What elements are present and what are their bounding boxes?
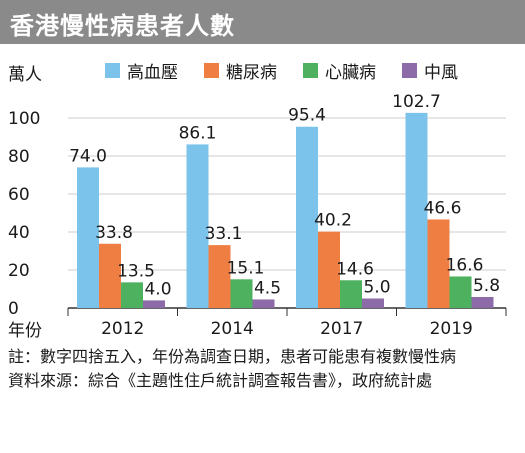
- note-key: 資料來源：: [8, 371, 89, 390]
- bar: [230, 279, 253, 308]
- note-key: 註：: [8, 347, 41, 366]
- note-text: 數字四捨五入，年份為調查日期，患者可能患有複數慢性病: [40, 347, 457, 366]
- y-axis-unit-label: 萬人: [8, 65, 42, 85]
- legend-item: 糖尿病: [204, 58, 277, 83]
- legend-swatch: [204, 62, 219, 78]
- legend-label: 糖尿病: [226, 62, 277, 83]
- bar: [121, 282, 143, 308]
- bar: [318, 231, 340, 308]
- y-tick-label: 40: [8, 223, 30, 243]
- note-text: 綜合《主題性住戶統計調查報告書》，政府統計處: [88, 371, 433, 390]
- y-tick-label: 20: [8, 261, 30, 281]
- y-tick-label: 60: [8, 185, 30, 205]
- data-label: 15.1: [227, 258, 265, 278]
- data-label: 13.5: [117, 261, 155, 281]
- legend-label: 中風: [424, 62, 458, 83]
- bar: [362, 298, 384, 308]
- notes: 註： 數字四捨五入，年份為調查日期，患者可能患有複數慢性病 資料來源： 綜合《主題性住…: [8, 345, 513, 393]
- x-axis-label: 年份: [8, 321, 42, 341]
- legend-label: 心臟病: [325, 62, 376, 83]
- legend-label: 高血壓: [127, 62, 178, 83]
- legend-item: 心臟病: [303, 58, 376, 83]
- bar: [471, 296, 494, 308]
- legend-swatch: [303, 62, 318, 78]
- title-bar: 香港慢性病患者人數: [0, 0, 525, 44]
- data-label: 4.0: [144, 279, 171, 299]
- data-label: 5.0: [363, 278, 390, 298]
- legend-item: 高血壓: [105, 58, 178, 83]
- y-tick-label: 0: [8, 299, 19, 319]
- legend-item: 中風: [402, 58, 458, 83]
- data-label: 14.6: [336, 259, 374, 279]
- data-label: 16.6: [446, 255, 484, 275]
- bar: [296, 126, 318, 309]
- bar: [252, 299, 275, 308]
- x-tick-label: 2014: [211, 319, 254, 339]
- bar: [449, 276, 472, 308]
- bar: [143, 300, 165, 308]
- x-tick-label: 2012: [101, 319, 144, 339]
- data-label: 95.4: [288, 106, 326, 126]
- legend-swatch: [402, 62, 417, 78]
- data-label: 4.5: [254, 278, 281, 298]
- data-label: 86.1: [179, 123, 217, 143]
- note: 註： 數字四捨五入，年份為調查日期，患者可能患有複數慢性病: [8, 345, 513, 369]
- x-tick-label: 2017: [320, 319, 363, 339]
- data-label: 74.0: [69, 146, 107, 166]
- bar: [186, 144, 209, 308]
- bar-chart: 0 20 40 60 80 100 2012 2014 2017 2019 74.0 86.1 95.4…: [8, 92, 507, 339]
- y-tick-label: 100: [8, 109, 40, 129]
- data-label: 102.7: [392, 92, 441, 112]
- bar: [99, 243, 121, 308]
- chart-title: 香港慢性病患者人數: [10, 12, 235, 40]
- bar: [427, 219, 450, 308]
- legend-swatch: [105, 62, 120, 78]
- data-label: 40.2: [314, 211, 352, 231]
- data-label: 46.6: [424, 198, 462, 218]
- bar: [405, 112, 428, 309]
- legend: 高血壓 糖尿病 心臟病 中風: [105, 57, 484, 83]
- bar: [340, 280, 362, 308]
- x-tick-label: 2019: [430, 319, 473, 339]
- data-label: 33.8: [95, 223, 133, 243]
- data-label: 33.1: [205, 224, 243, 244]
- note: 資料來源： 綜合《主題性住戶統計調查報告書》，政府統計處: [8, 369, 513, 393]
- bar: [208, 245, 231, 308]
- bar: [77, 167, 99, 308]
- y-tick-label: 80: [8, 147, 30, 167]
- data-label: 5.8: [473, 276, 500, 296]
